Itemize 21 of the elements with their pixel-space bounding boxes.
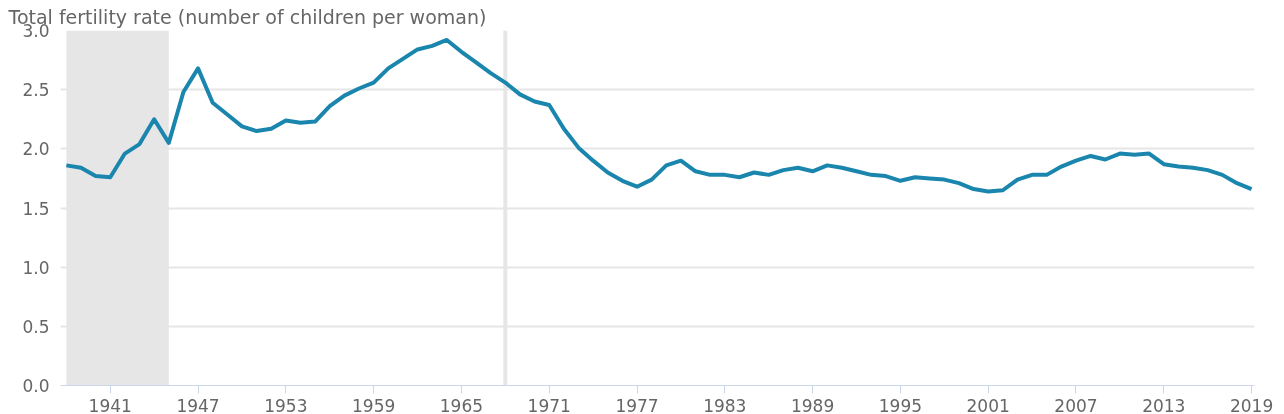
y-tick-label: 2.5 <box>22 80 50 101</box>
x-tick-label: 1965 <box>439 395 484 414</box>
x-tick-label: 1941 <box>88 395 132 414</box>
y-tick-label: 2.0 <box>22 139 50 160</box>
y-tick-label: 0.0 <box>22 376 50 396</box>
x-tick-label: 1989 <box>790 395 835 414</box>
y-tick-label: 1.5 <box>22 198 50 219</box>
x-tick-label: 2013 <box>1142 395 1186 414</box>
y-tick-label: 1.0 <box>22 257 50 278</box>
x-tick-label: 2007 <box>1054 395 1098 414</box>
x-tick-label: 1953 <box>264 395 308 414</box>
x-tick-label: 1971 <box>527 395 571 414</box>
x-tick-label: 2019 <box>1229 395 1274 414</box>
x-tick-label: 1959 <box>352 395 396 414</box>
x-tick-label: 1983 <box>703 395 747 414</box>
x-tick-label: 1977 <box>615 395 659 414</box>
x-tick-label: 2001 <box>966 395 1010 414</box>
line-series <box>64 37 1254 194</box>
y-tick-label: 0.5 <box>22 316 50 337</box>
x-tick-label: 1995 <box>878 395 923 414</box>
x-tick-label: 1947 <box>176 395 220 414</box>
